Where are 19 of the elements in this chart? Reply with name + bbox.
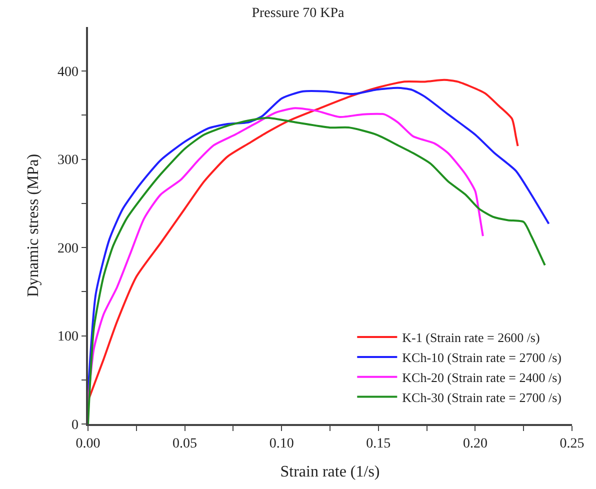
y-tick-label: 300 xyxy=(57,153,78,168)
x-tick-label: 0.15 xyxy=(366,436,391,452)
x-tick-label: 0.25 xyxy=(560,436,584,452)
legend-label: K-1 (Strain rate = 2600 /s) xyxy=(402,330,540,346)
legend-label: KCh-30 (Strain rate = 2700 /s) xyxy=(402,390,562,405)
x-axis-title: Strain rate (1/s) xyxy=(280,464,380,481)
x-tick-label: 0.00 xyxy=(76,436,100,452)
x-tick-label: 0.05 xyxy=(172,436,198,452)
chart-title: Pressure 70 KPa xyxy=(252,6,346,22)
y-tick-label: 200 xyxy=(57,241,78,256)
y-tick-label: 0 xyxy=(71,418,78,433)
line-series xyxy=(88,116,546,424)
y-tick-label: 100 xyxy=(57,330,78,345)
y-tick-label: 400 xyxy=(57,65,78,80)
legend-label: KCh-20 (Strain rate = 2400 /s) xyxy=(402,370,562,385)
x-tick-label: 0.20 xyxy=(462,436,488,452)
x-tick-label: 0.10 xyxy=(269,436,294,452)
legend-label: KCh-10 (Strain rate = 2700 /s) xyxy=(402,350,562,366)
y-axis-title: Dynamic stress (MPa) xyxy=(24,154,42,298)
